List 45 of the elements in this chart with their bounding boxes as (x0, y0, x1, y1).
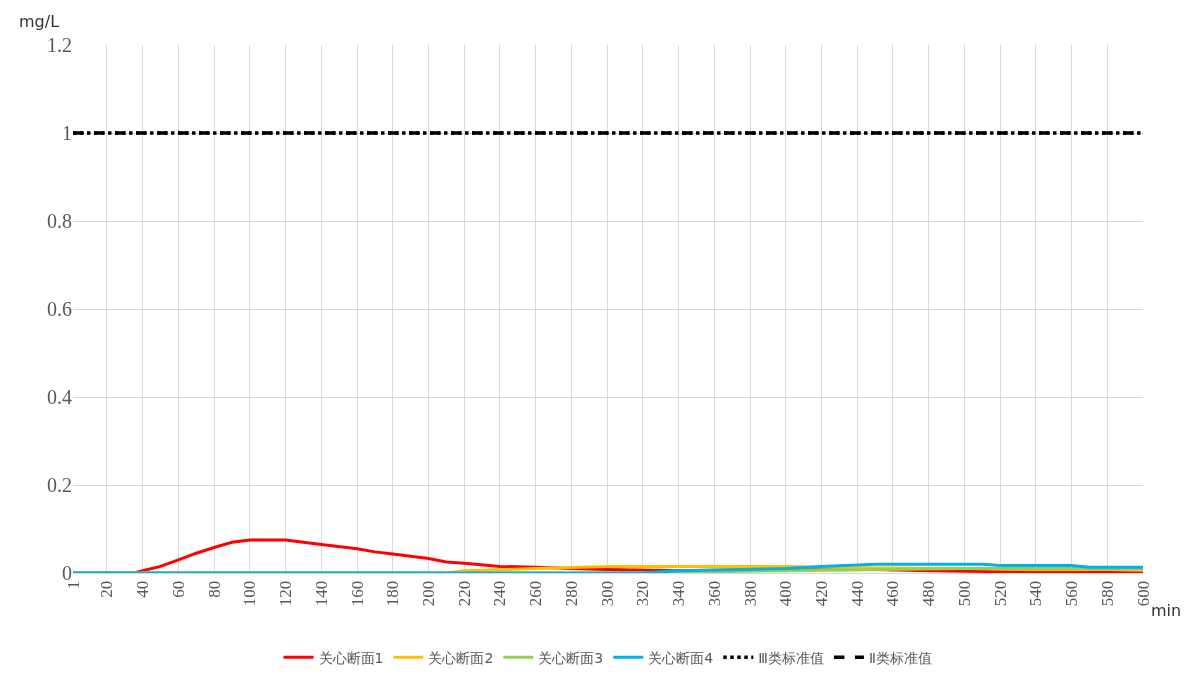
x-tick-label: 360 (704, 580, 724, 607)
x-tick-label: 120 (276, 580, 296, 607)
legend-label: 关心断面4 (648, 649, 714, 666)
x-tick-label: 260 (526, 580, 546, 607)
legend-label: 关心断面3 (538, 649, 604, 666)
legend-label: 关心断面1 (318, 649, 384, 666)
x-tick-label: 220 (454, 580, 474, 607)
x-tick-label: 40 (133, 580, 153, 598)
x-tick-label: 560 (1062, 580, 1082, 607)
x-tick-label: 300 (597, 580, 617, 607)
legend-label: 关心断面2 (428, 649, 494, 666)
x-tick-label: 160 (347, 580, 367, 607)
y-tick-label: 1.2 (47, 34, 72, 56)
x-tick-label: 60 (168, 580, 188, 598)
x-tick-label: 600 (1133, 580, 1153, 607)
y-tick-label: 0.6 (47, 298, 72, 320)
x-tick-label: 480 (919, 580, 939, 607)
x-tick-label: 20 (97, 580, 117, 598)
x-tick-label: 420 (811, 580, 831, 607)
legend-label: Ⅱ类标准值 (868, 649, 932, 666)
y-tick-label: 0.2 (47, 474, 72, 496)
x-tick-label: 340 (669, 580, 689, 607)
legend-label: Ⅲ类标准值 (758, 649, 824, 666)
y-tick-label: 0.8 (47, 210, 72, 232)
x-tick-label: 180 (383, 580, 403, 607)
x-axis-title: min (1151, 601, 1182, 620)
y-axis-title: mg/L (19, 12, 60, 31)
x-tick-label: 240 (490, 580, 510, 607)
x-tick-label: 200 (419, 580, 439, 607)
x-tick-label: 320 (633, 580, 653, 607)
x-tick-label: 520 (990, 580, 1010, 607)
x-tick-label: 100 (240, 580, 260, 607)
x-tick-label: 380 (740, 580, 760, 607)
x-tick-label: 540 (1026, 580, 1046, 607)
y-tick-label: 0.4 (47, 386, 72, 408)
x-tick-label: 80 (204, 580, 224, 598)
x-tick-label: 400 (776, 580, 796, 607)
x-tick-label: 580 (1097, 580, 1117, 607)
y-tick-label: 0 (62, 562, 72, 584)
x-tick-label: 140 (311, 580, 331, 607)
x-tick-label: 440 (847, 580, 867, 607)
x-tick-label: 500 (954, 580, 974, 607)
x-tick-label: 280 (561, 580, 581, 607)
x-tick-label: 460 (883, 580, 903, 607)
y-tick-label: 1 (62, 122, 72, 144)
